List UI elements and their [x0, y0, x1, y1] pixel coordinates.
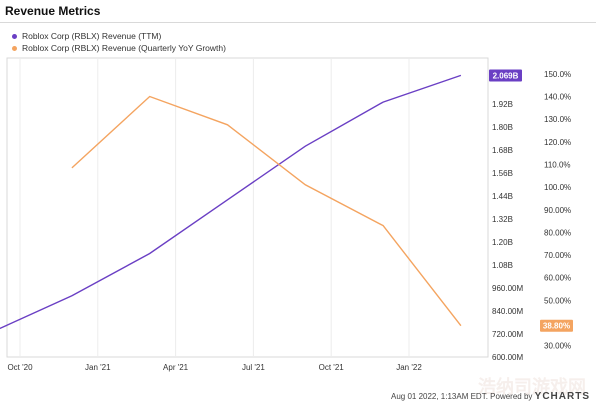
last-value-label: 2.069B	[493, 71, 519, 80]
legend-dot-yoy	[12, 45, 17, 51]
legend-label-yoy: Roblox Corp (RBLX) Revenue (Quarterly Yo…	[22, 43, 226, 53]
left-axis-tick-label: 1.92B	[492, 100, 513, 109]
x-tick-label: Oct '21	[319, 363, 345, 372]
right-axis-tick-label: 130.0%	[544, 115, 571, 124]
left-axis-tick-label: 960.00M	[492, 284, 523, 293]
x-tick-label: Jul '21	[242, 363, 265, 372]
left-axis-tick-label: 1.44B	[492, 192, 513, 201]
left-axis-tick-label: 600.00M	[492, 353, 523, 362]
left-axis-tick-label: 1.68B	[492, 146, 513, 155]
x-tick-label: Jan '21	[85, 363, 111, 372]
x-tick-label: Oct '20	[7, 363, 33, 372]
chart-header: Revenue Metrics	[0, 0, 596, 23]
x-tick-label: Apr '21	[163, 363, 189, 372]
right-axis-tick-label: 110.0%	[544, 160, 571, 169]
left-axis-tick-label: 1.20B	[492, 238, 513, 247]
right-axis-tick-label: 90.00%	[544, 206, 571, 215]
right-axis-tick-label: 100.0%	[544, 183, 571, 192]
last-value-badge	[540, 319, 573, 332]
legend-item-ttm[interactable]: Roblox Corp (RBLX) Revenue (TTM)	[12, 30, 226, 42]
right-axis-tick-label: 80.00%	[544, 228, 571, 237]
left-axis-tick-label: 720.00M	[492, 330, 523, 339]
right-axis-tick-label: 120.0%	[544, 138, 571, 147]
chart-footer: Aug 01 2022, 1:13AM EDT. Powered by YCHA…	[391, 391, 590, 402]
last-value-badge	[489, 69, 522, 82]
legend-item-yoy[interactable]: Roblox Corp (RBLX) Revenue (Quarterly Yo…	[12, 42, 226, 54]
right-axis-tick-label: 60.00%	[544, 274, 571, 283]
chart-title: Revenue Metrics	[5, 4, 101, 18]
watermark-text: 浩纳司游戏网	[478, 377, 586, 397]
right-axis-tick-label: 30.00%	[544, 342, 571, 351]
left-axis-tick-label: 1.08B	[492, 261, 513, 270]
right-axis-tick-label: 140.0%	[544, 93, 571, 102]
left-axis-tick-label: 1.32B	[492, 215, 513, 224]
footer-timestamp: Aug 01 2022, 1:13AM EDT.	[390, 392, 488, 401]
right-axis-tick-label: 70.00%	[544, 251, 571, 260]
ycharts-logo: YCHARTS	[534, 391, 590, 402]
left-axis-tick-label: 1.56B	[492, 169, 513, 178]
footer-powered-by: Powered by	[490, 392, 533, 401]
series-line-revenue-ttm	[0, 74, 462, 330]
left-axis-tick-label: 1.80B	[492, 123, 513, 132]
last-value-label: 38.80%	[543, 322, 570, 331]
left-axis-tick-label: 840.00M	[492, 307, 523, 316]
x-tick-label: Jan '22	[396, 363, 422, 372]
right-axis-tick-label: 150.0%	[544, 70, 571, 79]
series-line-revenue-yoy-growth	[71, 95, 462, 327]
legend-label-ttm: Roblox Corp (RBLX) Revenue (TTM)	[22, 31, 162, 41]
plot-frame	[6, 57, 489, 358]
legend: Roblox Corp (RBLX) Revenue (TTM) Roblox …	[12, 30, 226, 54]
right-axis-tick-label: 50.00%	[544, 296, 571, 305]
legend-dot-ttm	[12, 33, 17, 39]
